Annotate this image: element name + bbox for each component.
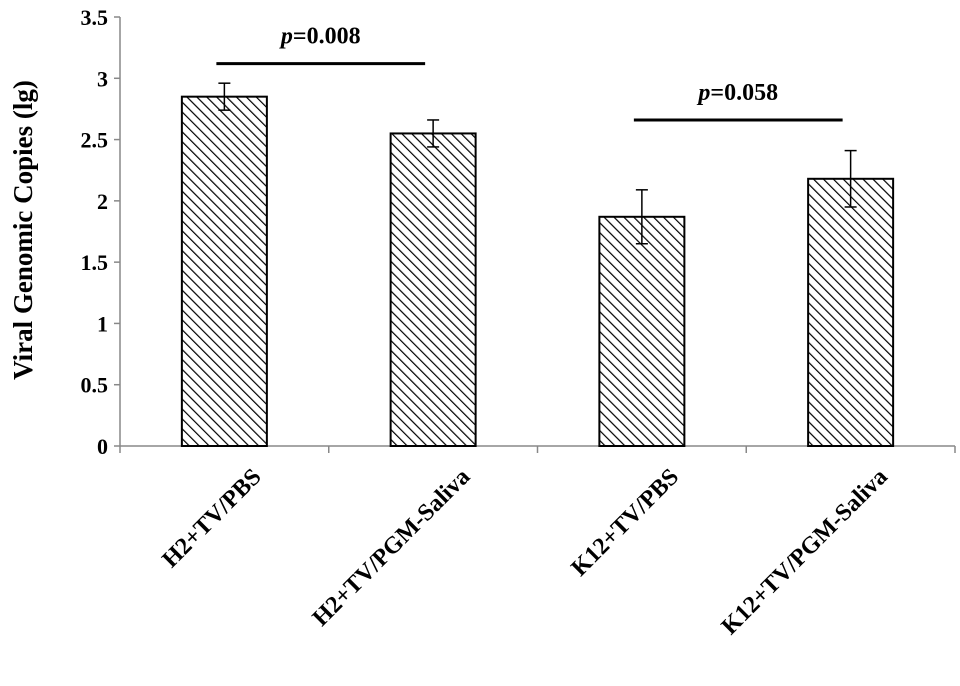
x-tick-label: H2+TV/PGM-Saliva [308,464,476,632]
x-tick-label: K12+TV/PBS [566,464,684,582]
y-tick-label: 1 [97,311,108,336]
bars [180,82,895,448]
x-tick-label: H2+TV/PBS [157,464,266,573]
p-value-label: p=0.008 [279,24,361,50]
y-tick-label: 1.5 [81,250,109,275]
p-symbol: p [279,24,293,50]
y-axis-label: Viral Genomic Copies (lg) [8,80,38,380]
p-value: =0.058 [710,80,778,106]
x-tick-label: K12+TV/PGM-Saliva [717,464,893,640]
y-tick-label: 0 [97,434,108,459]
y-tick-label: 3.5 [81,5,109,30]
y-tick-label: 0.5 [81,373,109,398]
bar [180,95,268,448]
bar [807,177,895,447]
y-tick-label: 3 [97,66,108,91]
p-value-label: p=0.058 [696,80,778,106]
bar [598,215,686,447]
y-tick-label: 2.5 [81,128,109,153]
y-tick-label: 2 [97,189,108,214]
p-symbol: p [696,80,710,106]
p-value: =0.008 [293,24,361,50]
bar [389,132,477,447]
